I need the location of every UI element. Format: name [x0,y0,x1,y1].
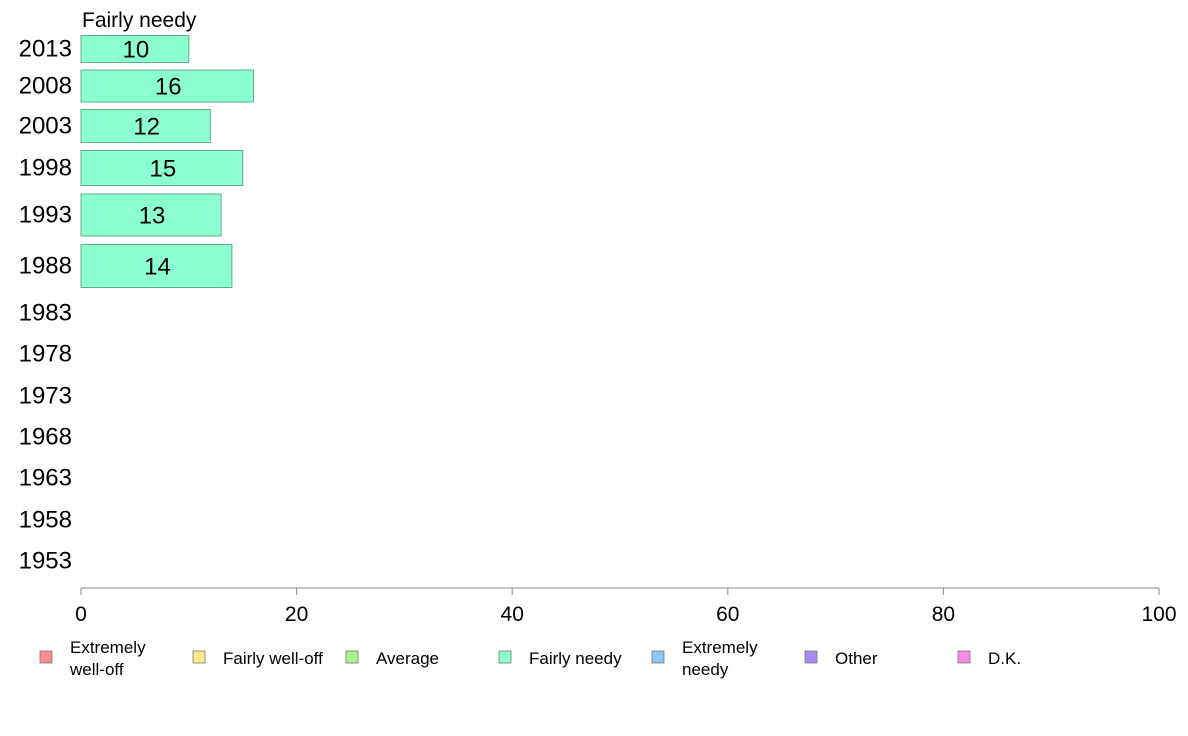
y-tick-label: 1958 [19,507,72,534]
legend-label: Extremely [682,638,758,657]
legend-swatch [804,650,818,664]
legend-item: Fairly needy [498,649,622,668]
y-tick-label: 1988 [19,253,72,280]
y-tick-label: 1968 [19,424,72,451]
legend-item: Average [345,649,439,668]
y-tick-label: 1983 [19,300,72,327]
x-tick-label: 0 [75,603,87,626]
y-tick-label: 2013 [19,36,72,63]
bar-value-label: 15 [149,156,176,183]
y-tick-label: 1998 [19,155,72,182]
chart-title: Fairly needy [82,9,197,32]
legend-swatch [39,650,53,664]
bar-value-label: 12 [133,114,160,141]
legend-item: Other [804,649,878,668]
legend-item: Fairly well-off [192,649,323,668]
bar [80,35,190,63]
legend-label: Fairly needy [529,649,622,668]
legend-label: needy [682,660,729,679]
legend-label: Other [835,649,878,668]
x-axis: 0 20 40 60 80 100 [75,587,1177,626]
y-tick-label: 2008 [19,73,72,100]
bar [80,244,233,288]
bar-value-label: 10 [123,37,150,64]
chart-rows: 2013 10 2008 16 2003 12 1998 15 1993 13 1988 14 1983… [19,35,254,575]
legend: Extremely well-off Fairly well-off Average F… [39,638,1021,679]
y-tick-label: 1978 [19,341,72,368]
y-tick-label: 1973 [19,383,72,410]
legend-item: Extremely needy [651,638,758,679]
x-tick-label: 40 [501,603,524,626]
legend-swatch [957,650,971,664]
legend-label: Fairly well-off [223,649,323,668]
x-tick-label: 60 [716,603,739,626]
legend-swatch [192,650,206,664]
legend-item: Extremely well-off [39,638,146,679]
bar [80,193,222,237]
legend-label: well-off [69,660,124,679]
bar [80,150,244,186]
legend-swatch [498,650,512,664]
x-tick-label: 80 [932,603,955,626]
bar-value-label: 16 [155,74,182,101]
legend-item: D.K. [957,649,1021,668]
legend-label: D.K. [988,649,1021,668]
bar [80,109,211,143]
y-tick-label: 1963 [19,465,72,492]
legend-swatch [345,650,359,664]
bar [80,69,254,103]
legend-label: Average [376,649,439,668]
bar-value-label: 14 [144,254,171,281]
legend-label: Extremely [70,638,146,657]
y-tick-label: 1953 [19,548,72,575]
x-tick-label: 20 [285,603,308,626]
y-tick-label: 1993 [19,202,72,229]
bar-value-label: 13 [139,203,166,230]
x-tick-label: 100 [1141,603,1176,626]
legend-swatch [651,650,665,664]
y-tick-label: 2003 [19,113,72,140]
